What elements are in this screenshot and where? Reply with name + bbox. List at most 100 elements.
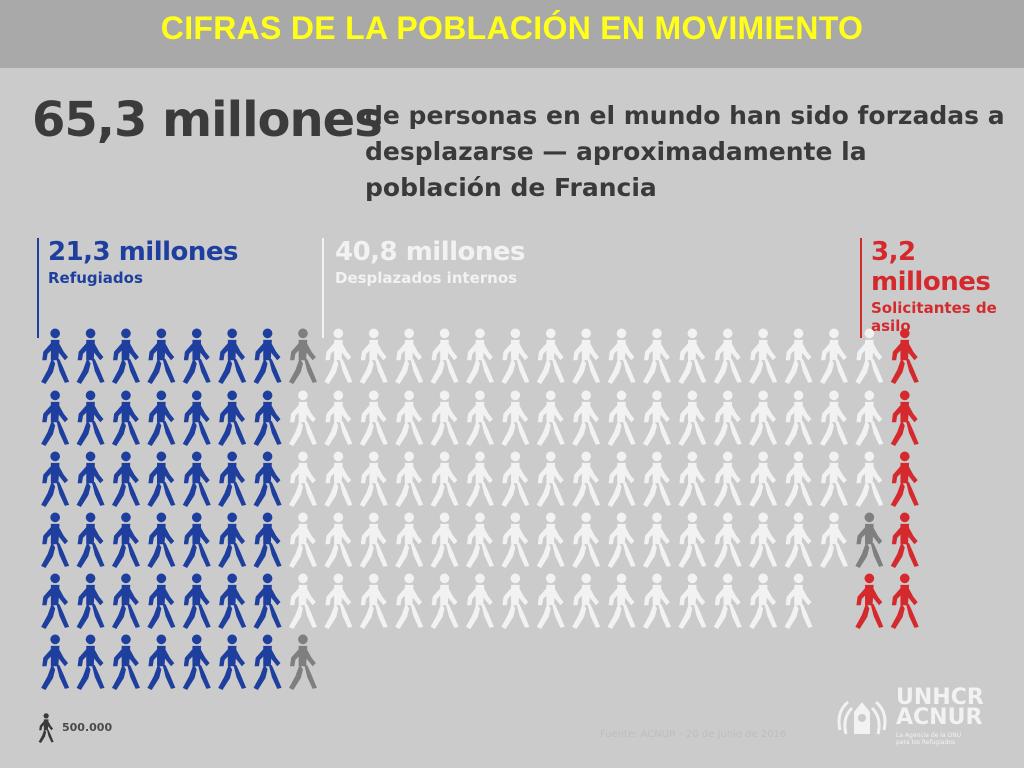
desplazado-person-icon [855, 328, 884, 384]
refugiado-person-icon [182, 451, 211, 507]
refugiado-person-icon [182, 634, 211, 690]
headline-total: 65,3 millones [32, 92, 383, 148]
desplazado-person-icon [430, 390, 459, 446]
refugiado-person-icon [147, 328, 176, 384]
desplazado-person-icon [359, 512, 388, 568]
desplazado-person-icon [395, 451, 424, 507]
desplazado-person-icon [501, 451, 530, 507]
refugiado-person-icon [218, 634, 247, 690]
desplazado-person-icon [501, 573, 530, 629]
desplazado-person-icon [784, 451, 813, 507]
desplazado-person-icon [642, 512, 671, 568]
desplazado-person-icon [607, 328, 636, 384]
refugiado-person-icon [147, 634, 176, 690]
desplazado-person-icon [678, 573, 707, 629]
desplazado-person-icon [572, 328, 601, 384]
desplazado-person-icon [359, 573, 388, 629]
refugiado-person-icon [253, 328, 282, 384]
refugiado-person-icon [41, 512, 70, 568]
desplazado-person-icon [713, 512, 742, 568]
desplazado-person-icon [607, 390, 636, 446]
refugiado-person-icon [182, 512, 211, 568]
desplazados-value: 40,8 millones [335, 237, 526, 267]
desplazado-person-icon [607, 451, 636, 507]
refugiado-person-icon [41, 573, 70, 629]
refugiados-label: Refugiados [48, 269, 143, 287]
refugiados-divider [37, 238, 39, 338]
solicitante-person-icon [890, 512, 919, 568]
headline-description: de personas en el mundo han sido forzada… [365, 101, 1005, 202]
desplazado-person-icon [430, 512, 459, 568]
refugiado-person-icon [111, 328, 140, 384]
desplazado-person-icon [749, 512, 778, 568]
refugiado-person-icon [253, 451, 282, 507]
solicitantes-value: 3,2 millones [871, 237, 991, 297]
desplazado-person-icon [501, 390, 530, 446]
desplazado-person-icon [359, 451, 388, 507]
refugiado-person-icon [147, 451, 176, 507]
source-note: Fuente: ACNUR - 20 de junio de 2016 [600, 729, 787, 740]
desplazado-person-icon [749, 390, 778, 446]
refugiado-person-icon [111, 634, 140, 690]
desplazado-person-icon [819, 328, 848, 384]
refugiado-person-icon [147, 512, 176, 568]
category-refugiados: 21,3 millones Refugiados [37, 237, 239, 287]
desplazado-person-icon [819, 451, 848, 507]
desplazado-person-icon [749, 573, 778, 629]
desplazado-person-icon [395, 512, 424, 568]
refugiado-person-icon [253, 634, 282, 690]
desplazado-person-icon [288, 451, 317, 507]
desplazado-person-icon [855, 390, 884, 446]
refugiado-person-icon [76, 634, 105, 690]
page-title: CIFRAS DE LA POBLACIÓN EN MOVIMIENTO [160, 10, 864, 46]
desplazado-person-icon [536, 451, 565, 507]
desplazado-person-icon [465, 451, 494, 507]
desplazado-person-icon [678, 390, 707, 446]
refugiados-value: 21,3 millones [48, 237, 239, 267]
desplazado-person-icon [642, 390, 671, 446]
refugiado-person-icon [147, 573, 176, 629]
desplazado-person-icon [288, 512, 317, 568]
desplazado-person-icon [536, 512, 565, 568]
refugiado-person-icon [253, 512, 282, 568]
refugiado-person-icon [76, 328, 105, 384]
refugiado-person-icon [76, 512, 105, 568]
refugiado-person-icon [182, 390, 211, 446]
solicitante-person-icon [855, 573, 884, 629]
desplazado-person-icon [395, 328, 424, 384]
refugiado-person-icon [76, 390, 105, 446]
desplazado-person-icon [749, 451, 778, 507]
desplazado-person-icon [607, 573, 636, 629]
legend-person-icon [38, 713, 54, 743]
desplazado-person-icon [572, 451, 601, 507]
desplazado-person-icon [784, 573, 813, 629]
refugiado-person-icon [111, 512, 140, 568]
desplazado-person-icon [642, 573, 671, 629]
desplazado-person-icon [536, 390, 565, 446]
refugiado-person-icon [41, 634, 70, 690]
desplazado-person-icon [713, 328, 742, 384]
desplazado-person-icon [642, 451, 671, 507]
logo-subtitle: La Agencia de la ONU para los Refugiados [896, 732, 962, 746]
desplazado-person-icon [713, 573, 742, 629]
refugiado-person-icon [218, 451, 247, 507]
desplazado-person-icon [324, 451, 353, 507]
refugiado-person-icon [76, 451, 105, 507]
unhcr-logo-icon [837, 700, 887, 735]
solicitante-partial-person-icon-remainder [855, 512, 884, 568]
solicitante-person-icon [890, 328, 919, 384]
refugiado-person-icon [41, 328, 70, 384]
logo-text-acnur: ACNUR [896, 705, 983, 730]
desplazado-person-icon [536, 573, 565, 629]
desplazado-person-icon [784, 328, 813, 384]
refugiado-partial-person-icon-remainder [288, 328, 317, 384]
refugiado-person-icon [41, 390, 70, 446]
desplazado-person-icon [678, 512, 707, 568]
desplazado-person-icon [395, 573, 424, 629]
refugiado-person-icon [182, 328, 211, 384]
desplazados-label: Desplazados internos [335, 269, 518, 287]
desplazado-person-icon [324, 512, 353, 568]
desplazado-person-icon [713, 390, 742, 446]
desplazado-person-icon [430, 573, 459, 629]
